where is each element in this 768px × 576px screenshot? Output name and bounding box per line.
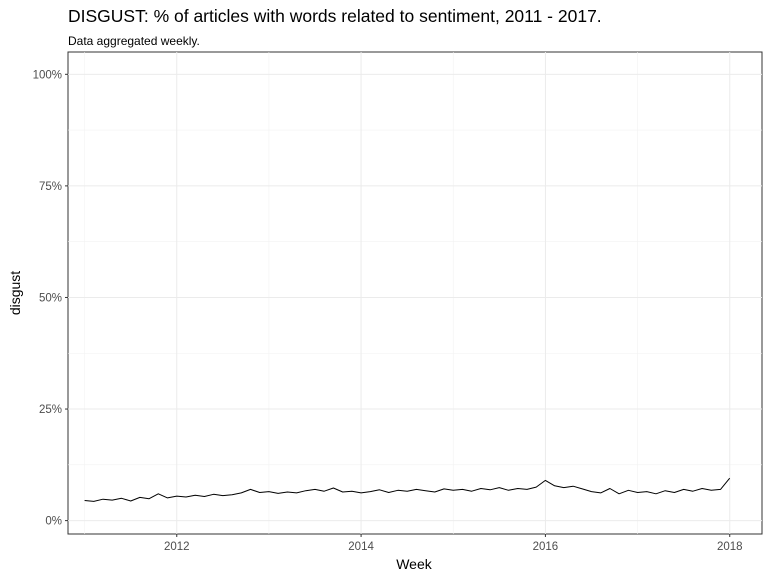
y-tick-label: 100% [33,69,62,81]
x-axis: 2012 2014 2016 2018 [164,534,743,553]
x-tick-label: 2012 [164,541,190,553]
chart-subtitle: Data aggregated weekly. [68,34,200,48]
plot-panel [67,51,763,535]
chart-title: DISGUST: % of articles with words relate… [68,6,602,26]
y-tick-label: 50% [39,292,62,304]
x-axis-title: Week [396,556,433,572]
x-tick-label: 2016 [533,541,559,553]
y-tick-label: 75% [39,181,62,193]
x-tick-label: 2018 [717,541,743,553]
series-layer [84,477,731,502]
y-axis-title: disgust [7,271,23,315]
y-tick-label: 0% [45,516,62,528]
gridlines [68,52,762,534]
y-tick-label: 25% [39,404,62,416]
y-axis: 0% 25% 50% 75% 100% [33,69,68,528]
x-tick-label: 2014 [348,541,374,553]
series-line [84,477,731,502]
